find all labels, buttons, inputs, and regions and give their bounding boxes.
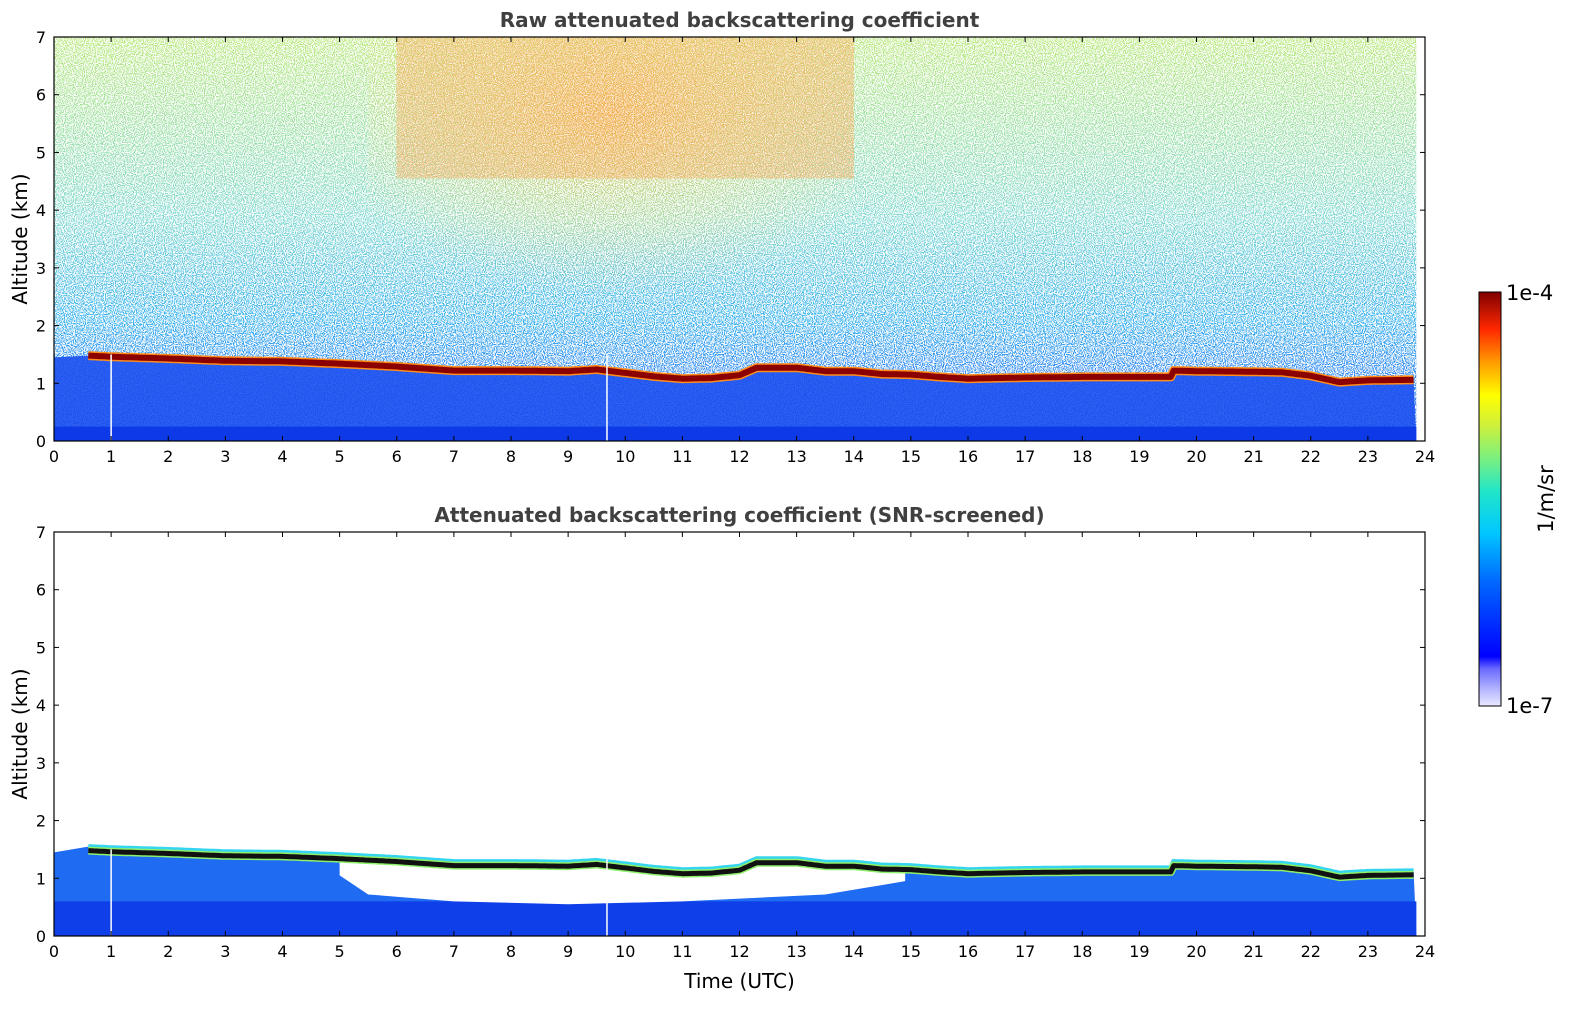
x-tick-label: 22 <box>1301 942 1321 961</box>
raw-backscatter-heatmap <box>54 37 1425 441</box>
y-tick-label: 2 <box>36 812 46 831</box>
x-tick-label: 4 <box>277 942 287 961</box>
x-tick-label: 20 <box>1186 447 1206 466</box>
x-tick-label: 4 <box>277 447 287 466</box>
x-tick-label: 10 <box>615 942 635 961</box>
x-tick-label: 2 <box>163 447 173 466</box>
screened-cloud-layer <box>88 848 1414 880</box>
x-tick-label: 12 <box>729 942 749 961</box>
screened-axis-ticks: 0 1 2 3 4 5 6 7 8 9 10 11 12 13 14 15 16 17 18 19 20 21 22 23 24… <box>36 523 1435 961</box>
x-tick-label: 20 <box>1186 942 1206 961</box>
screened-out-cavity <box>339 862 906 905</box>
x-tick-label: 15 <box>901 942 921 961</box>
x-tick-label: 23 <box>1358 447 1378 466</box>
x-tick-label: 16 <box>958 942 978 961</box>
x-tick-label: 9 <box>563 942 573 961</box>
screened-no-data-strip <box>1416 532 1425 936</box>
x-tick-label: 15 <box>901 447 921 466</box>
screened-backscatter-heatmap <box>54 532 1425 936</box>
x-tick-label: 11 <box>672 942 692 961</box>
x-tick-label: 24 <box>1415 942 1435 961</box>
raw-warm-speckle <box>396 37 854 179</box>
x-tick-label: 14 <box>844 447 864 466</box>
colorbar-gradient <box>1478 291 1502 707</box>
x-tick-label: 2 <box>163 942 173 961</box>
x-tick-label: 13 <box>786 447 806 466</box>
x-tick-label: 5 <box>335 942 345 961</box>
y-tick-label: 4 <box>36 201 46 220</box>
x-tick-label: 7 <box>449 942 459 961</box>
screened-plot-frame <box>53 531 1426 937</box>
colorbar: 1e-4 1e-7 1/m/sr <box>1478 281 1558 718</box>
x-tick-label: 21 <box>1243 942 1263 961</box>
raw-cloud-layer <box>88 352 1414 386</box>
raw-backscatter-panel: 0 1 2 3 4 5 6 7 8 9 10 11 12 13 14 15 16 17 18 19 20 21 22 23 24… <box>8 8 1435 466</box>
y-tick-label: 1 <box>36 869 46 888</box>
y-tick-label: 6 <box>36 581 46 600</box>
x-tick-label: 23 <box>1358 942 1378 961</box>
screened-backscatter-panel: 0 1 2 3 4 5 6 7 8 9 10 11 12 13 14 15 16 17 18 19 20 21 22 23 24… <box>8 503 1435 993</box>
x-tick-label: 17 <box>1015 942 1035 961</box>
x-tick-label: 1 <box>106 447 116 466</box>
raw-y-axis-label: Altitude (km) <box>8 173 32 304</box>
y-tick-label: 2 <box>36 317 46 336</box>
y-tick-label: 7 <box>36 28 46 47</box>
x-tick-label: 21 <box>1243 447 1263 466</box>
raw-no-data-strip <box>1416 37 1425 441</box>
x-tick-label: 18 <box>1072 942 1092 961</box>
x-tick-label: 17 <box>1015 447 1035 466</box>
x-tick-label: 12 <box>729 447 749 466</box>
raw-panel-title: Raw attenuated backscattering coefficien… <box>500 8 980 32</box>
x-tick-label: 14 <box>844 942 864 961</box>
x-tick-label: 7 <box>449 447 459 466</box>
colorbar-min-label: 1e-7 <box>1506 694 1553 718</box>
y-tick-label: 4 <box>36 696 46 715</box>
x-tick-label: 5 <box>335 447 345 466</box>
colorbar-max-label: 1e-4 <box>1506 281 1553 305</box>
x-tick-label: 9 <box>563 447 573 466</box>
x-tick-label: 6 <box>392 942 402 961</box>
raw-axis-ticks: 0 1 2 3 4 5 6 7 8 9 10 11 12 13 14 15 16 17 18 19 20 21 22 23 24… <box>36 28 1435 466</box>
y-tick-label: 7 <box>36 523 46 542</box>
y-tick-label: 0 <box>36 432 46 451</box>
x-tick-label: 24 <box>1415 447 1435 466</box>
x-tick-label: 10 <box>615 447 635 466</box>
x-tick-label: 8 <box>506 447 516 466</box>
time-x-axis-label: Time (UTC) <box>683 969 795 993</box>
x-tick-label: 19 <box>1129 942 1149 961</box>
y-tick-label: 3 <box>36 259 46 278</box>
y-tick-label: 3 <box>36 754 46 773</box>
y-tick-label: 5 <box>36 143 46 162</box>
x-tick-label: 11 <box>672 447 692 466</box>
x-tick-label: 8 <box>506 942 516 961</box>
raw-near-surface-layer <box>54 426 1417 441</box>
x-tick-label: 0 <box>49 942 59 961</box>
x-tick-label: 18 <box>1072 447 1092 466</box>
x-tick-label: 6 <box>392 447 402 466</box>
x-tick-label: 22 <box>1301 447 1321 466</box>
x-tick-label: 3 <box>220 942 230 961</box>
x-tick-label: 1 <box>106 942 116 961</box>
y-tick-label: 0 <box>36 927 46 946</box>
raw-boundary-layer <box>54 355 1417 441</box>
colorbar-unit-label: 1/m/sr <box>1534 465 1558 533</box>
x-tick-label: 13 <box>786 942 806 961</box>
y-tick-label: 1 <box>36 374 46 393</box>
y-tick-label: 5 <box>36 638 46 657</box>
raw-plot-frame <box>53 36 1426 442</box>
x-tick-label: 19 <box>1129 447 1149 466</box>
x-tick-label: 3 <box>220 447 230 466</box>
x-tick-label: 0 <box>49 447 59 466</box>
screened-y-axis-label: Altitude (km) <box>8 668 32 799</box>
y-tick-label: 6 <box>36 86 46 105</box>
screened-panel-title: Attenuated backscattering coefficient (S… <box>434 503 1044 527</box>
screened-near-surface-layer <box>54 901 1417 936</box>
x-tick-label: 16 <box>958 447 978 466</box>
